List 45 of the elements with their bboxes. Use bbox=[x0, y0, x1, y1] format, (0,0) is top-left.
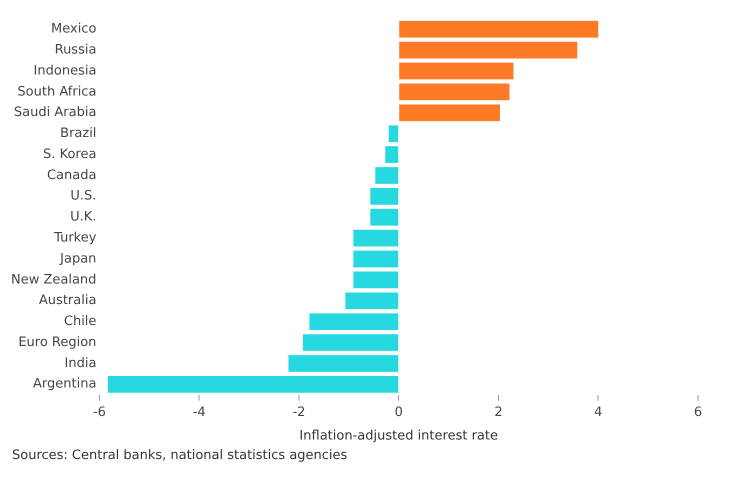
x-axis-title: Inflation-adjusted interest rate bbox=[299, 428, 498, 444]
bar bbox=[388, 125, 398, 142]
bar bbox=[399, 20, 598, 38]
bar bbox=[399, 104, 500, 122]
x-tick-label: -4 bbox=[192, 404, 206, 420]
bar bbox=[353, 230, 398, 246]
bar bbox=[370, 188, 398, 205]
y-tick-label: Canada bbox=[46, 168, 96, 183]
y-tick-label: S. Korea bbox=[43, 146, 96, 162]
bar bbox=[399, 84, 510, 100]
x-tick-label: 6 bbox=[694, 404, 702, 420]
y-tick-label: Japan bbox=[59, 251, 96, 266]
y-tick-label: Turkey bbox=[53, 230, 97, 246]
y-tick-label: Euro Region bbox=[18, 334, 96, 350]
bar bbox=[370, 208, 398, 226]
y-tick-label: U.S. bbox=[70, 188, 96, 204]
bar bbox=[302, 334, 398, 351]
y-tick-label: South Africa bbox=[17, 84, 96, 100]
y-tick-label: Argentina bbox=[33, 376, 96, 392]
y-tick-label: U.K. bbox=[70, 210, 96, 225]
source-note: Sources: Central banks, national statistics agencies bbox=[12, 448, 348, 463]
bar bbox=[353, 272, 398, 288]
y-tick-label: Saudi Arabia bbox=[14, 105, 96, 120]
bar bbox=[353, 250, 398, 268]
bar bbox=[288, 355, 398, 372]
x-tick-label: 0 bbox=[394, 404, 403, 420]
bar bbox=[385, 146, 398, 163]
bar bbox=[108, 376, 398, 393]
y-tick-label: New Zealand bbox=[10, 272, 96, 288]
y-tick-label: Indonesia bbox=[34, 63, 96, 78]
y-tick-label: Chile bbox=[64, 314, 96, 330]
x-tick-label: -6 bbox=[92, 404, 106, 420]
y-tick-label: Mexico bbox=[51, 22, 96, 37]
x-tick-label: 4 bbox=[594, 404, 602, 420]
bar bbox=[375, 167, 398, 184]
y-tick-label: India bbox=[64, 356, 96, 371]
x-tick-label: -2 bbox=[292, 404, 306, 420]
bar bbox=[399, 62, 514, 80]
y-tick-label: Russia bbox=[54, 42, 96, 58]
bar bbox=[345, 292, 398, 310]
x-tick-label: 2 bbox=[494, 404, 503, 420]
bar bbox=[399, 42, 578, 58]
y-tick-label: Brazil bbox=[60, 126, 96, 142]
bar bbox=[309, 313, 398, 330]
y-tick-label: Australia bbox=[38, 293, 96, 308]
